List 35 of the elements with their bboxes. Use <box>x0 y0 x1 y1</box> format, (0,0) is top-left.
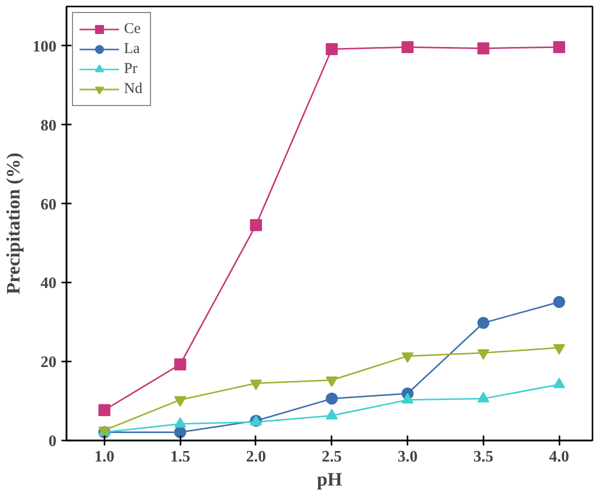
y-tick-label: 100 <box>32 38 56 56</box>
point <box>477 392 490 402</box>
x-tick-label: 2.5 <box>322 448 342 466</box>
legend-label: La <box>124 40 141 58</box>
legend-label: Nd <box>124 80 144 98</box>
legend-label: Ce <box>124 20 142 38</box>
y-tick-label: 40 <box>40 275 56 292</box>
point <box>250 219 262 232</box>
point <box>174 417 186 428</box>
legend-label: Pr <box>124 60 138 78</box>
x-tick-label: 3.5 <box>473 448 494 466</box>
point <box>98 404 110 416</box>
x-tick-label: 1.5 <box>170 448 190 466</box>
x-axis-title: pH <box>316 470 342 490</box>
x-tick-label: 2.0 <box>246 448 266 466</box>
y-axis-title: Precipitation (%) <box>4 152 24 294</box>
x-tick-label: 3.0 <box>398 448 418 466</box>
y-tick-label: 0 <box>48 433 56 450</box>
x-tick-label: 1.0 <box>94 448 114 466</box>
y-tick-label: 60 <box>40 196 56 214</box>
y-tick-label: 80 <box>40 117 56 134</box>
y-tick-label: 20 <box>40 354 56 372</box>
point <box>326 408 338 420</box>
point <box>553 41 566 54</box>
point <box>326 43 338 56</box>
point <box>402 393 414 404</box>
point <box>553 378 566 388</box>
x-tick-label: 4.0 <box>549 448 570 466</box>
point <box>174 426 186 438</box>
point <box>402 41 414 54</box>
point <box>174 358 186 370</box>
point <box>326 392 338 405</box>
point <box>477 316 490 329</box>
point <box>553 296 566 308</box>
point <box>477 42 490 54</box>
